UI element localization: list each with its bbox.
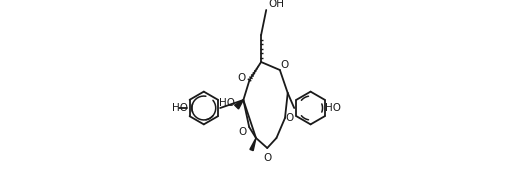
Text: HO: HO (172, 103, 188, 113)
Text: HO: HO (219, 98, 235, 108)
Polygon shape (250, 138, 256, 151)
Text: O: O (286, 113, 294, 123)
Text: O: O (237, 73, 245, 83)
Text: HO: HO (325, 103, 341, 113)
Text: O: O (264, 153, 272, 163)
Polygon shape (234, 100, 243, 109)
Text: O: O (239, 127, 247, 137)
Text: OH: OH (269, 0, 285, 9)
Text: O: O (281, 60, 289, 70)
